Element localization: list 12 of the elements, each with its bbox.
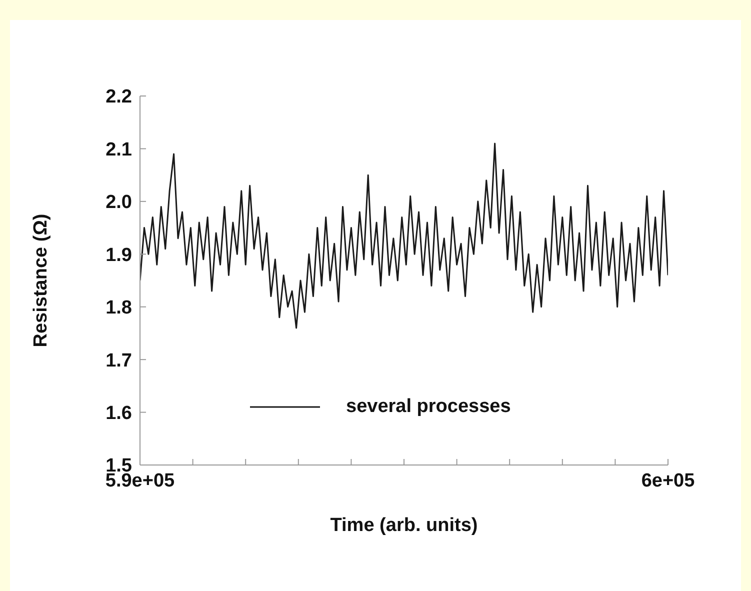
- y-tick-label: 1.8: [106, 298, 132, 319]
- legend-label: several processes: [346, 396, 511, 418]
- y-axis-title: Resistance (Ω): [30, 214, 52, 348]
- y-tick-label: 2.0: [106, 192, 132, 214]
- y-tick-label: 2.2: [106, 86, 132, 108]
- y-tick-label: 2.1: [106, 139, 132, 160]
- y-tick-label: 1.9: [106, 244, 132, 266]
- y-tick-label: 1.7: [106, 350, 132, 372]
- y-tick-label: 1.6: [106, 403, 132, 424]
- line-series: [140, 142, 668, 329]
- x-axis-title: Time (arb. units): [330, 515, 478, 536]
- x-tick-label: 6e+05: [641, 470, 696, 492]
